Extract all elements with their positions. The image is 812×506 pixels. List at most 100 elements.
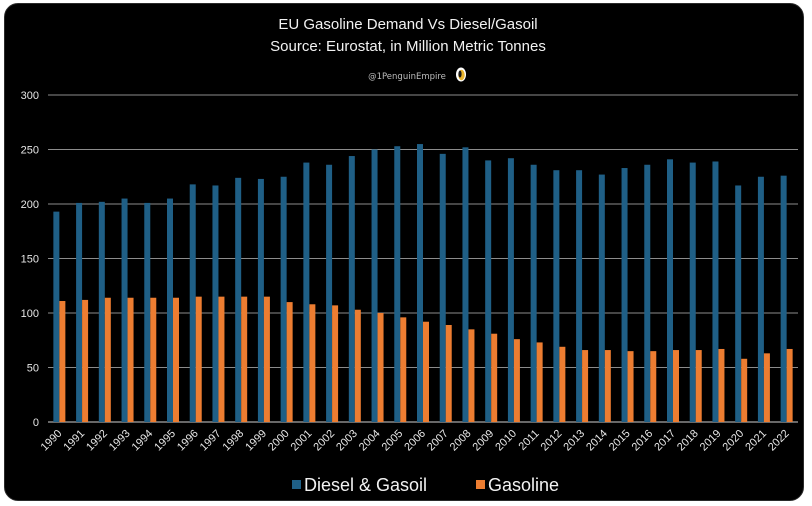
x-tick-label: 2004: [357, 428, 383, 454]
bar-diesel: [439, 153, 446, 423]
bar-gasoline: [763, 353, 770, 422]
bar-diesel: [235, 177, 242, 422]
bar-gasoline: [695, 350, 702, 422]
bar-gasoline: [195, 296, 202, 422]
bar-diesel: [167, 198, 173, 422]
x-tick-label: 1998: [221, 428, 247, 454]
bar-diesel: [462, 147, 469, 422]
y-tick-label: 200: [21, 199, 39, 211]
bar-gasoline: [286, 302, 293, 422]
bar-diesel: [576, 170, 583, 422]
bar-diesel: [621, 168, 628, 422]
x-tick-label: 2002: [311, 428, 337, 454]
bar-gasoline: [400, 317, 407, 422]
bar-gasoline: [173, 297, 179, 422]
bar-gasoline: [604, 350, 611, 422]
y-tick-label: 50: [27, 363, 39, 375]
x-tick-label: 2005: [380, 428, 406, 454]
legend: Diesel & Gasoil Gasoline: [292, 475, 559, 495]
bar-gasoline: [741, 358, 748, 422]
bar-gasoline: [82, 299, 89, 422]
x-tick-label: 2000: [266, 428, 292, 454]
bar-gasoline: [263, 296, 270, 422]
bar-gasoline: [59, 301, 66, 422]
x-tick-label: 2018: [675, 428, 701, 454]
legend-swatch: [292, 480, 301, 489]
bar-gasoline: [650, 351, 657, 422]
legend-label: Gasoline: [488, 475, 559, 495]
bar-gasoline: [786, 348, 793, 422]
bar-diesel: [530, 164, 537, 422]
x-tick-label: 2014: [584, 428, 610, 454]
x-tick-label: 1997: [198, 428, 224, 454]
bar-diesel: [394, 146, 401, 423]
bar-gasoline: [377, 313, 384, 422]
bar-gasoline: [536, 342, 543, 422]
x-tick-label: 2012: [539, 428, 565, 454]
chart-subtitle: Source: Eurostat, in Million Metric Tonn…: [270, 38, 546, 55]
bar-diesel: [76, 202, 83, 422]
x-tick-label: 2016: [630, 428, 656, 454]
x-axis-ticks: 1990199119921993199419951996199719981999…: [39, 428, 792, 454]
x-tick-label: 2007: [425, 428, 451, 454]
bar-diesel: [757, 176, 764, 422]
bar-diesel: [780, 175, 787, 422]
bar-diesel: [689, 162, 696, 422]
x-tick-label: 2015: [607, 428, 633, 454]
bar-gasoline: [559, 346, 566, 422]
bar-gasoline: [309, 304, 316, 422]
bar-gasoline: [423, 321, 429, 422]
chart-canvas: EU Gasoline Demand Vs Diesel/Gasoil Sour…: [21, 16, 798, 495]
x-tick-label: 2006: [402, 428, 428, 454]
x-tick-label: 1999: [243, 428, 269, 454]
legend-label: Diesel & Gasoil: [304, 475, 427, 495]
bar-gasoline: [150, 297, 157, 422]
chart-frame: EU Gasoline Demand Vs Diesel/Gasoil Sour…: [4, 3, 804, 501]
bar-gasoline: [468, 329, 475, 422]
y-tick-label: 100: [21, 308, 39, 320]
chart-title: EU Gasoline Demand Vs Diesel/Gasoil: [278, 16, 537, 33]
x-tick-label: 2019: [698, 428, 724, 454]
legend-swatch: [476, 480, 485, 489]
x-tick-label: 2017: [652, 428, 678, 454]
bar-diesel: [98, 201, 105, 422]
y-tick-label: 300: [21, 90, 39, 102]
y-tick-label: 250: [21, 145, 39, 157]
x-tick-label: 2008: [448, 428, 474, 454]
bar-diesel: [667, 159, 673, 422]
bar-diesel: [212, 185, 219, 422]
x-tick-label: 2003: [334, 428, 360, 454]
bar-diesel: [485, 160, 492, 422]
x-tick-label: 1993: [107, 428, 133, 454]
x-tick-label: 2001: [289, 428, 315, 454]
x-tick-label: 2022: [766, 428, 792, 454]
x-tick-label: 1990: [39, 428, 65, 454]
x-tick-label: 1991: [61, 428, 87, 454]
x-tick-label: 2020: [721, 428, 747, 454]
bar-gasoline: [218, 296, 225, 422]
x-tick-label: 1996: [175, 428, 201, 454]
x-tick-label: 2009: [471, 428, 497, 454]
y-tick-label: 150: [21, 254, 39, 266]
bar-diesel: [735, 185, 742, 422]
x-tick-label: 2010: [493, 428, 519, 454]
bar-gasoline: [627, 351, 634, 422]
penguin-icon: [456, 67, 466, 82]
bar-diesel: [189, 184, 196, 422]
bar-gasoline: [354, 309, 361, 422]
y-tick-label: 0: [33, 417, 39, 429]
bar-diesel: [644, 164, 651, 422]
bar-gasoline: [127, 297, 134, 422]
bar-gasoline: [104, 297, 111, 422]
bar-diesel: [144, 202, 151, 422]
bar-diesel: [712, 161, 719, 423]
bar-diesel: [53, 211, 60, 422]
bar-gasoline: [673, 350, 679, 422]
x-tick-label: 1995: [152, 428, 178, 454]
bar-diesel: [280, 176, 287, 422]
bar-diesel: [371, 149, 378, 422]
bar-diesel: [417, 144, 423, 423]
bar-gasoline: [582, 350, 589, 422]
x-tick-label: 2011: [517, 428, 542, 453]
bar-diesel: [303, 162, 310, 422]
